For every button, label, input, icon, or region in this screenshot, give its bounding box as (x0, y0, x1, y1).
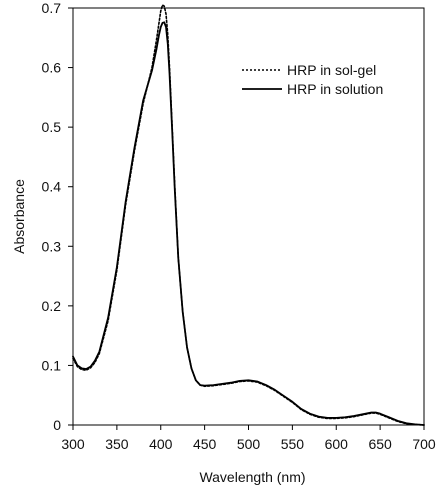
x-tick-label: 500 (237, 436, 261, 452)
series-layer (72, 4, 425, 426)
x-tick-label: 700 (412, 436, 436, 452)
x-tick-label: 300 (61, 436, 85, 452)
y-tick-label: 0 (53, 417, 61, 433)
x-tick-label: 450 (193, 436, 217, 452)
y-tick-label: 0.5 (42, 119, 62, 135)
legend-label: HRP in solution (287, 81, 383, 97)
legend-label: HRP in sol-gel (287, 62, 376, 78)
y-tick-label: 0.2 (42, 298, 62, 314)
y-axis-title: Absorbance (11, 179, 27, 254)
x-tick-label: 650 (368, 436, 392, 452)
y-tick-label: 0.4 (42, 179, 62, 195)
y-tick-label: 0.1 (42, 357, 62, 373)
x-tick-label: 350 (105, 436, 129, 452)
y-tick-label: 0.6 (42, 60, 62, 76)
x-tick-label: 400 (149, 436, 173, 452)
legend: HRP in sol-gel HRP in solution (242, 62, 383, 97)
x-tick-label: 600 (325, 436, 349, 452)
x-tick-label: 550 (281, 436, 305, 452)
series-line-solution (72, 21, 425, 426)
x-axis-title: Wavelength (nm) (199, 469, 305, 485)
y-tick-label: 0.3 (42, 238, 62, 254)
y-tick-label: 0.7 (42, 0, 62, 16)
axes: 300 350 400 450 500 550 600 650 700 0 0.1 0.2 0.3 0.4… (42, 0, 436, 452)
